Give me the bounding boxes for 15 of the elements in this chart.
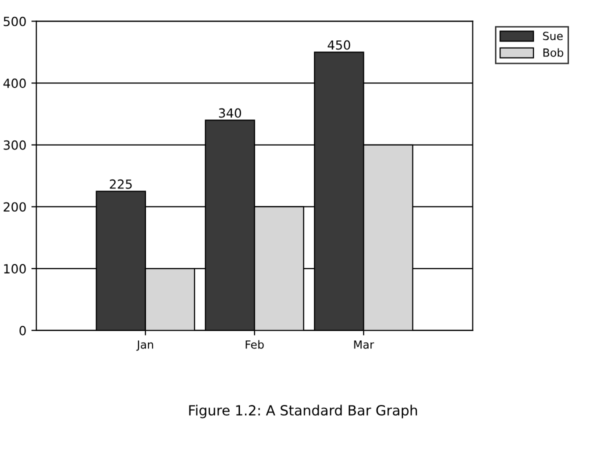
legend-label: Sue [543, 32, 563, 40]
caption: Figure 1.2: A Standard Bar Graph [189, 404, 417, 418]
y-tick-label: 300 [4, 140, 26, 150]
y-tick-label: 200 [4, 202, 26, 212]
data-label: 450 [328, 40, 350, 50]
x-tick-label: Mar [354, 340, 374, 349]
data-label: 340 [219, 108, 242, 118]
x-tick-label: Jan [136, 340, 154, 351]
x-tick-label: Feb [246, 340, 264, 349]
y-tick-label: 400 [3, 78, 26, 88]
y-tick-label: 100 [4, 264, 26, 274]
y-tick-label: 500 [4, 16, 26, 26]
data-label: 225 [110, 179, 132, 189]
legend-label: Bob [543, 48, 564, 57]
y-tick-label: 0 [20, 326, 26, 336]
